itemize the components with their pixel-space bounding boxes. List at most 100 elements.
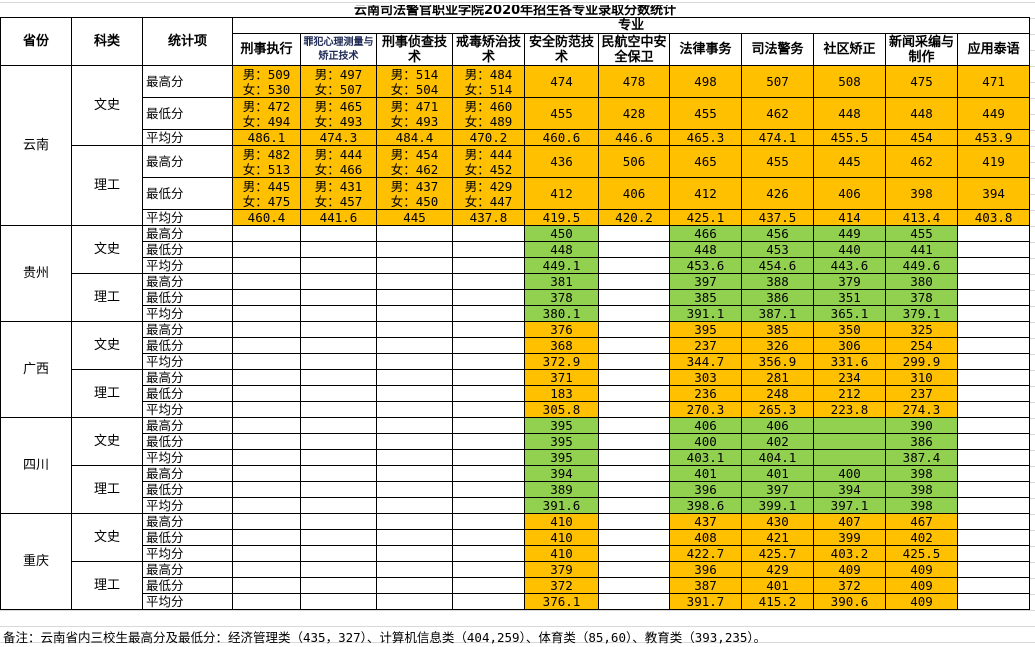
score-cell[interactable]	[300, 545, 377, 562]
score-cell[interactable]: 466	[669, 225, 742, 242]
score-cell[interactable]	[300, 417, 377, 434]
score-cell[interactable]	[300, 321, 377, 338]
score-cell[interactable]: 406	[813, 177, 886, 210]
score-cell[interactable]: 441.6	[300, 209, 377, 226]
score-cell[interactable]	[300, 337, 377, 354]
stat-label[interactable]: 平均分	[142, 353, 233, 370]
category-cell[interactable]: 文史	[71, 225, 143, 274]
score-cell[interactable]	[452, 481, 525, 498]
score-cell[interactable]: 474.1	[741, 129, 814, 146]
score-cell[interactable]	[300, 273, 377, 290]
score-cell[interactable]: 462	[741, 97, 814, 130]
score-cell[interactable]: 男：460 女：489	[452, 97, 525, 130]
score-cell[interactable]: 379	[524, 561, 599, 578]
score-cell[interactable]: 410	[524, 513, 599, 530]
score-cell[interactable]: 351	[813, 289, 886, 306]
score-cell[interactable]: 507	[741, 65, 814, 98]
score-cell[interactable]	[376, 577, 453, 594]
score-cell[interactable]	[956, 385, 1031, 402]
score-cell[interactable]: 415.2	[741, 593, 814, 610]
score-cell[interactable]: 265.3	[741, 401, 814, 418]
score-cell[interactable]	[452, 593, 525, 610]
score-cell[interactable]	[452, 369, 525, 386]
score-cell[interactable]	[376, 497, 453, 514]
score-cell[interactable]: 465	[669, 145, 742, 178]
score-cell[interactable]: 387.1	[741, 305, 814, 322]
score-cell[interactable]	[376, 369, 453, 386]
score-cell[interactable]	[232, 369, 301, 386]
score-cell[interactable]: 237	[669, 337, 742, 354]
score-cell[interactable]	[376, 417, 453, 434]
score-cell[interactable]	[300, 497, 377, 514]
score-cell[interactable]: 412	[669, 177, 742, 210]
score-cell[interactable]: 395	[669, 321, 742, 338]
score-cell[interactable]: 448	[669, 241, 742, 258]
score-cell[interactable]	[598, 305, 670, 322]
score-cell[interactable]	[376, 593, 453, 610]
score-cell[interactable]: 372	[813, 577, 886, 594]
stat-label[interactable]: 平均分	[142, 449, 233, 466]
score-cell[interactable]: 410	[524, 545, 599, 562]
major-header[interactable]: 社区矫正	[813, 33, 886, 66]
score-cell[interactable]: 449.1	[524, 257, 599, 274]
score-cell[interactable]	[300, 481, 377, 498]
score-cell[interactable]: 429	[741, 561, 814, 578]
major-header[interactable]: 刑事执行	[232, 33, 301, 66]
score-cell[interactable]: 460.6	[524, 129, 599, 146]
score-cell[interactable]: 331.6	[813, 353, 886, 370]
score-cell[interactable]	[376, 353, 453, 370]
score-cell[interactable]	[956, 225, 1031, 242]
score-cell[interactable]: 248	[741, 385, 814, 402]
score-cell[interactable]	[956, 241, 1031, 258]
score-cell[interactable]	[232, 529, 301, 546]
score-cell[interactable]	[452, 337, 525, 354]
score-cell[interactable]: 455	[524, 97, 599, 130]
score-cell[interactable]: 男：484 女：514	[452, 65, 525, 98]
score-cell[interactable]: 404.1	[741, 449, 814, 466]
score-cell[interactable]: 450	[524, 225, 599, 242]
score-cell[interactable]: 454.6	[741, 257, 814, 274]
stat-label[interactable]: 最高分	[142, 465, 233, 482]
score-cell[interactable]: 399.1	[741, 497, 814, 514]
score-cell[interactable]	[598, 449, 670, 466]
score-cell[interactable]	[452, 465, 525, 482]
score-cell[interactable]: 409	[885, 593, 958, 610]
major-header[interactable]: 戒毒矫治技术	[452, 33, 525, 66]
score-cell[interactable]: 398	[885, 465, 958, 482]
score-cell[interactable]	[598, 497, 670, 514]
score-cell[interactable]	[452, 321, 525, 338]
province-cell[interactable]: 重庆	[0, 513, 72, 610]
score-cell[interactable]	[956, 593, 1031, 610]
score-cell[interactable]: 419.5	[524, 209, 599, 226]
score-cell[interactable]	[232, 257, 301, 274]
score-cell[interactable]: 391.6	[524, 497, 599, 514]
score-cell[interactable]	[300, 593, 377, 610]
score-cell[interactable]	[956, 305, 1031, 322]
score-cell[interactable]: 413.4	[885, 209, 958, 226]
score-cell[interactable]: 254	[885, 337, 958, 354]
score-cell[interactable]	[300, 353, 377, 370]
score-cell[interactable]	[452, 449, 525, 466]
score-cell[interactable]: 397	[669, 273, 742, 290]
score-cell[interactable]: 406	[598, 177, 670, 210]
score-cell[interactable]	[232, 577, 301, 594]
score-cell[interactable]: 371	[524, 369, 599, 386]
stat-label[interactable]: 平均分	[142, 593, 233, 610]
score-cell[interactable]	[956, 545, 1031, 562]
score-cell[interactable]	[300, 401, 377, 418]
stat-label[interactable]: 最高分	[142, 561, 233, 578]
score-cell[interactable]	[232, 545, 301, 562]
stat-label[interactable]: 最高分	[142, 65, 233, 98]
score-cell[interactable]: 437	[669, 513, 742, 530]
stat-label[interactable]: 最高分	[142, 225, 233, 242]
score-cell[interactable]	[232, 305, 301, 322]
category-cell[interactable]: 理工	[71, 465, 143, 514]
score-cell[interactable]: 381	[524, 273, 599, 290]
score-cell[interactable]	[598, 465, 670, 482]
score-cell[interactable]: 299.9	[885, 353, 958, 370]
score-cell[interactable]: 男：444 女：466	[300, 145, 377, 178]
score-cell[interactable]: 484.4	[376, 129, 453, 146]
score-cell[interactable]	[300, 449, 377, 466]
score-cell[interactable]: 462	[885, 145, 958, 178]
score-cell[interactable]	[598, 433, 670, 450]
